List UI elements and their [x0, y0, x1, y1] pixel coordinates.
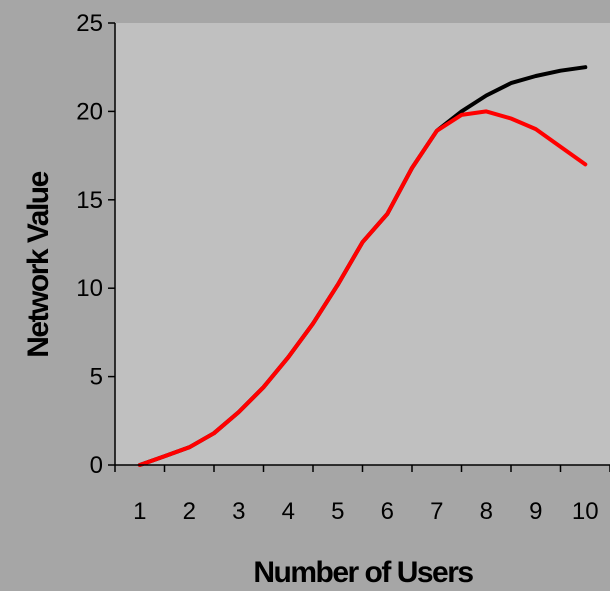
x-tick-label: 6: [381, 498, 394, 525]
y-tick-label: 20: [76, 98, 103, 125]
x-tick-label: 7: [430, 498, 443, 525]
y-tick-label: 0: [90, 452, 103, 479]
tick-labels: 0 5 10 15 20 25 1 2 3 4 5 6 7 8 9 10: [76, 10, 598, 525]
x-axis-title: Number of Users: [253, 556, 473, 589]
x-tick-label: 3: [232, 498, 245, 525]
axis-layer: [108, 22, 610, 472]
series-layer: [137, 65, 588, 467]
y-tick-label: 15: [76, 187, 103, 214]
x-tick-label: 1: [133, 498, 146, 525]
x-tick-label: 10: [572, 498, 599, 525]
y-tick-label: 5: [90, 364, 103, 391]
x-tick-label: 4: [282, 498, 295, 525]
x-tick-label: 2: [183, 498, 196, 525]
x-tick-label: 9: [529, 498, 542, 525]
y-tick-label: 25: [76, 10, 103, 37]
x-tick-label: 5: [331, 498, 344, 525]
y-axis-title: Network Value: [22, 171, 55, 357]
y-tick-label: 10: [76, 275, 103, 302]
series-line-2: [137, 109, 588, 467]
x-tick-label: 8: [480, 498, 493, 525]
